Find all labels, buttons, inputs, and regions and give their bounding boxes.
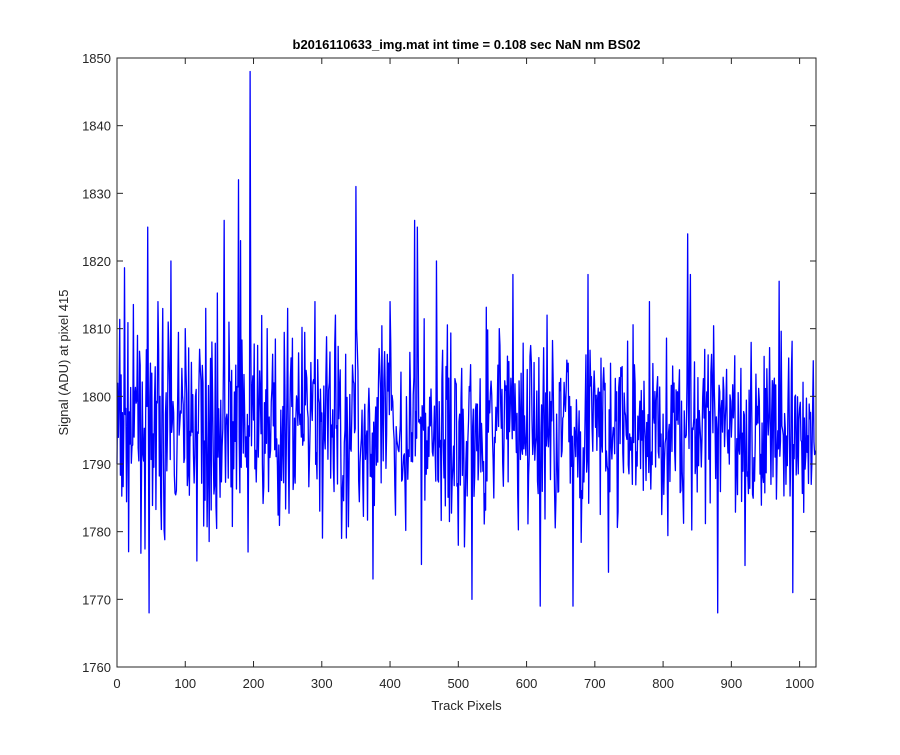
x-tick-label: 500	[447, 676, 469, 691]
y-tick-label: 1850	[82, 51, 111, 66]
x-tick-label: 700	[584, 676, 606, 691]
axes-frame	[116, 57, 817, 668]
y-tick-label: 1800	[82, 389, 111, 404]
x-axis-label: Track Pixels	[431, 698, 502, 713]
y-axis-ticks: 1760 1770 1780 1790 1800 1810 1820 1830 1840 1850	[82, 51, 816, 675]
x-tick-label: 0	[113, 676, 120, 691]
series-layer	[116, 70, 816, 614]
y-tick-label: 1830	[82, 186, 111, 201]
y-tick-label: 1770	[82, 592, 111, 607]
y-tick-label: 1790	[82, 457, 111, 472]
y-tick-label: 1760	[82, 660, 111, 675]
x-axis-ticks: 0 100 200 300 400 500 600 700 800 900 1000	[113, 58, 814, 691]
x-tick-label: 800	[652, 676, 674, 691]
y-tick-label: 1780	[82, 525, 111, 540]
x-tick-label: 100	[174, 676, 196, 691]
x-tick-label: 600	[516, 676, 538, 691]
x-tick-label: 1000	[785, 676, 814, 691]
series-line	[116, 70, 816, 614]
y-tick-label: 1810	[82, 322, 111, 337]
y-axis-label: Signal (ADU) at pixel 415	[56, 290, 71, 436]
chart-title: b2016110633_img.mat int time = 0.108 sec…	[293, 37, 641, 52]
y-tick-label: 1820	[82, 254, 111, 269]
x-tick-label: 900	[721, 676, 743, 691]
y-tick-label: 1840	[82, 119, 111, 134]
plot-area	[117, 58, 816, 667]
x-tick-label: 200	[243, 676, 265, 691]
x-tick-label: 300	[311, 676, 333, 691]
x-tick-label: 400	[379, 676, 401, 691]
